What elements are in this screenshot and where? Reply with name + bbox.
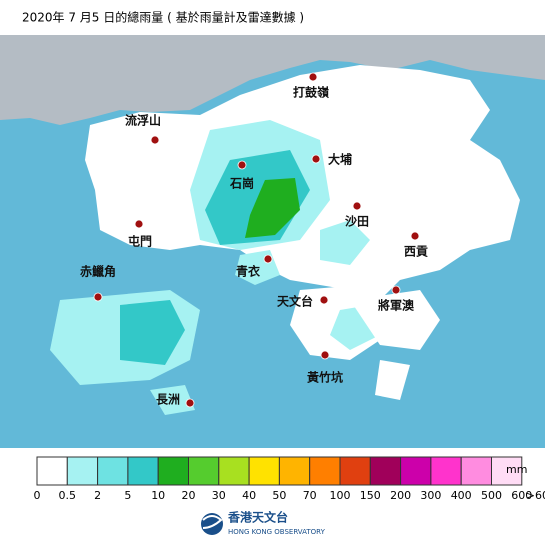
place-label: 沙田 bbox=[345, 215, 369, 229]
legend-label: 400 bbox=[451, 489, 472, 502]
logo: 香港天文台 HONG KONG OBSERVATORY bbox=[201, 510, 326, 536]
legend-label: >600 bbox=[526, 489, 545, 502]
legend-swatch bbox=[188, 456, 220, 486]
legend-swatch bbox=[157, 456, 189, 486]
legend-swatch bbox=[460, 456, 493, 486]
legend-swatch bbox=[430, 456, 462, 486]
station-dot bbox=[410, 231, 420, 241]
place-label: 打鼓嶺 bbox=[293, 85, 330, 100]
legend-label: 500 bbox=[481, 489, 502, 502]
place-label: 將軍澳 bbox=[378, 298, 415, 313]
legend-swatch bbox=[400, 456, 432, 486]
station-dot bbox=[150, 135, 160, 145]
legend-swatch bbox=[339, 456, 371, 486]
legend-label: 0 bbox=[34, 489, 41, 502]
legend-swatch bbox=[248, 456, 280, 486]
place-label: 長洲 bbox=[156, 392, 180, 407]
legend-label: 2 bbox=[94, 489, 101, 502]
place-label: 西貢 bbox=[404, 245, 428, 259]
legend-swatch bbox=[309, 456, 341, 486]
station-dot bbox=[352, 201, 362, 211]
legend-label: 30 bbox=[212, 489, 226, 502]
legend-swatch bbox=[218, 456, 250, 486]
place-label: 天文台 bbox=[277, 294, 313, 309]
legend-swatch bbox=[97, 456, 129, 486]
station-dot bbox=[185, 398, 195, 408]
legend-label: 100 bbox=[330, 489, 351, 502]
place-label: 黃竹坑 bbox=[306, 370, 343, 385]
place-label: 赤鱲角 bbox=[80, 264, 116, 279]
legend-label: 40 bbox=[242, 489, 256, 502]
legend-label: 5 bbox=[124, 489, 131, 502]
station-dot bbox=[311, 154, 321, 164]
station-dot bbox=[320, 350, 330, 360]
logo-zh: 香港天文台 bbox=[227, 510, 288, 525]
legend: 0 0.5 2 5 10 20 30 40 50 70 100 150 200 300 400 500 600>… bbox=[34, 456, 545, 502]
legend-label: 10 bbox=[151, 489, 165, 502]
place-label: 青衣 bbox=[236, 264, 260, 279]
legend-label: 200 bbox=[390, 489, 411, 502]
title: 2020年 7 月5 日的總雨量 ( 基於雨量計及雷達數據 ) bbox=[22, 10, 304, 25]
station-dot bbox=[93, 292, 103, 302]
place-label: 屯門 bbox=[128, 234, 152, 249]
legend-label: 600 bbox=[511, 489, 532, 502]
legend-label: 150 bbox=[360, 489, 381, 502]
legend-unit: mm bbox=[506, 463, 527, 476]
station-dot bbox=[134, 219, 144, 229]
station-dot bbox=[319, 295, 329, 305]
legend-swatch bbox=[127, 456, 159, 486]
logo-en: HONG KONG OBSERVATORY bbox=[228, 528, 326, 536]
legend-swatch bbox=[66, 456, 99, 486]
station-dot bbox=[237, 160, 247, 170]
legend-swatch bbox=[369, 456, 402, 486]
station-dot bbox=[308, 72, 318, 82]
map bbox=[0, 35, 545, 448]
station-dot bbox=[391, 285, 401, 295]
legend-label: 0.5 bbox=[59, 489, 77, 502]
legend-label: 50 bbox=[272, 489, 286, 502]
legend-swatch bbox=[278, 456, 311, 486]
place-label: 流浮山 bbox=[125, 113, 161, 128]
place-label: 大埔 bbox=[328, 152, 352, 167]
legend-swatch bbox=[36, 456, 68, 486]
place-label: 石崗 bbox=[229, 176, 254, 191]
legend-swatch bbox=[491, 456, 523, 486]
legend-label: 20 bbox=[182, 489, 196, 502]
station-dot bbox=[263, 254, 273, 264]
legend-label: 70 bbox=[303, 489, 317, 502]
legend-label: 300 bbox=[420, 489, 441, 502]
